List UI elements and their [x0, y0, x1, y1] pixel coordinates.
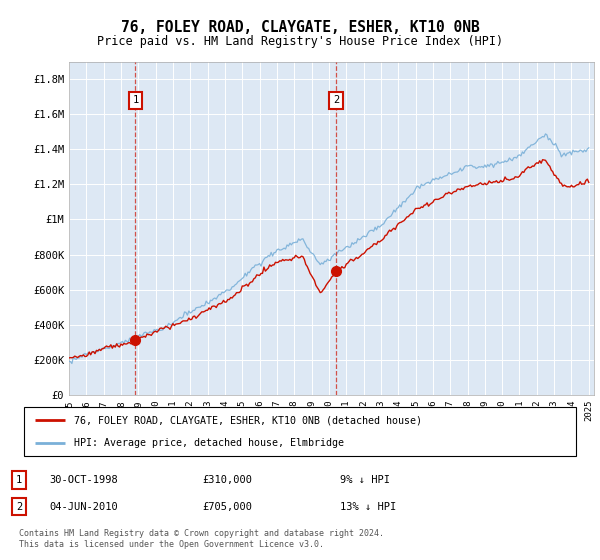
Text: 04-JUN-2010: 04-JUN-2010 [49, 502, 118, 512]
Text: Price paid vs. HM Land Registry's House Price Index (HPI): Price paid vs. HM Land Registry's House … [97, 35, 503, 48]
Text: 2: 2 [16, 502, 22, 512]
Text: 2: 2 [333, 95, 340, 105]
FancyBboxPatch shape [24, 407, 576, 456]
Text: HPI: Average price, detached house, Elmbridge: HPI: Average price, detached house, Elmb… [74, 438, 344, 448]
Bar [136, 62, 336, 395]
Text: 76, FOLEY ROAD, CLAYGATE, ESHER, KT10 0NB: 76, FOLEY ROAD, CLAYGATE, ESHER, KT10 0N… [121, 20, 479, 35]
Text: 1: 1 [132, 95, 139, 105]
Text: £705,000: £705,000 [202, 502, 252, 512]
Text: 9% ↓ HPI: 9% ↓ HPI [340, 475, 391, 485]
Text: Contains HM Land Registry data © Crown copyright and database right 2024.
This d: Contains HM Land Registry data © Crown c… [19, 529, 384, 549]
Text: 30-OCT-1998: 30-OCT-1998 [49, 475, 118, 485]
Text: 1: 1 [16, 475, 22, 485]
Text: 76, FOLEY ROAD, CLAYGATE, ESHER, KT10 0NB (detached house): 76, FOLEY ROAD, CLAYGATE, ESHER, KT10 0N… [74, 416, 422, 426]
Text: 13% ↓ HPI: 13% ↓ HPI [340, 502, 397, 512]
Text: £310,000: £310,000 [202, 475, 252, 485]
